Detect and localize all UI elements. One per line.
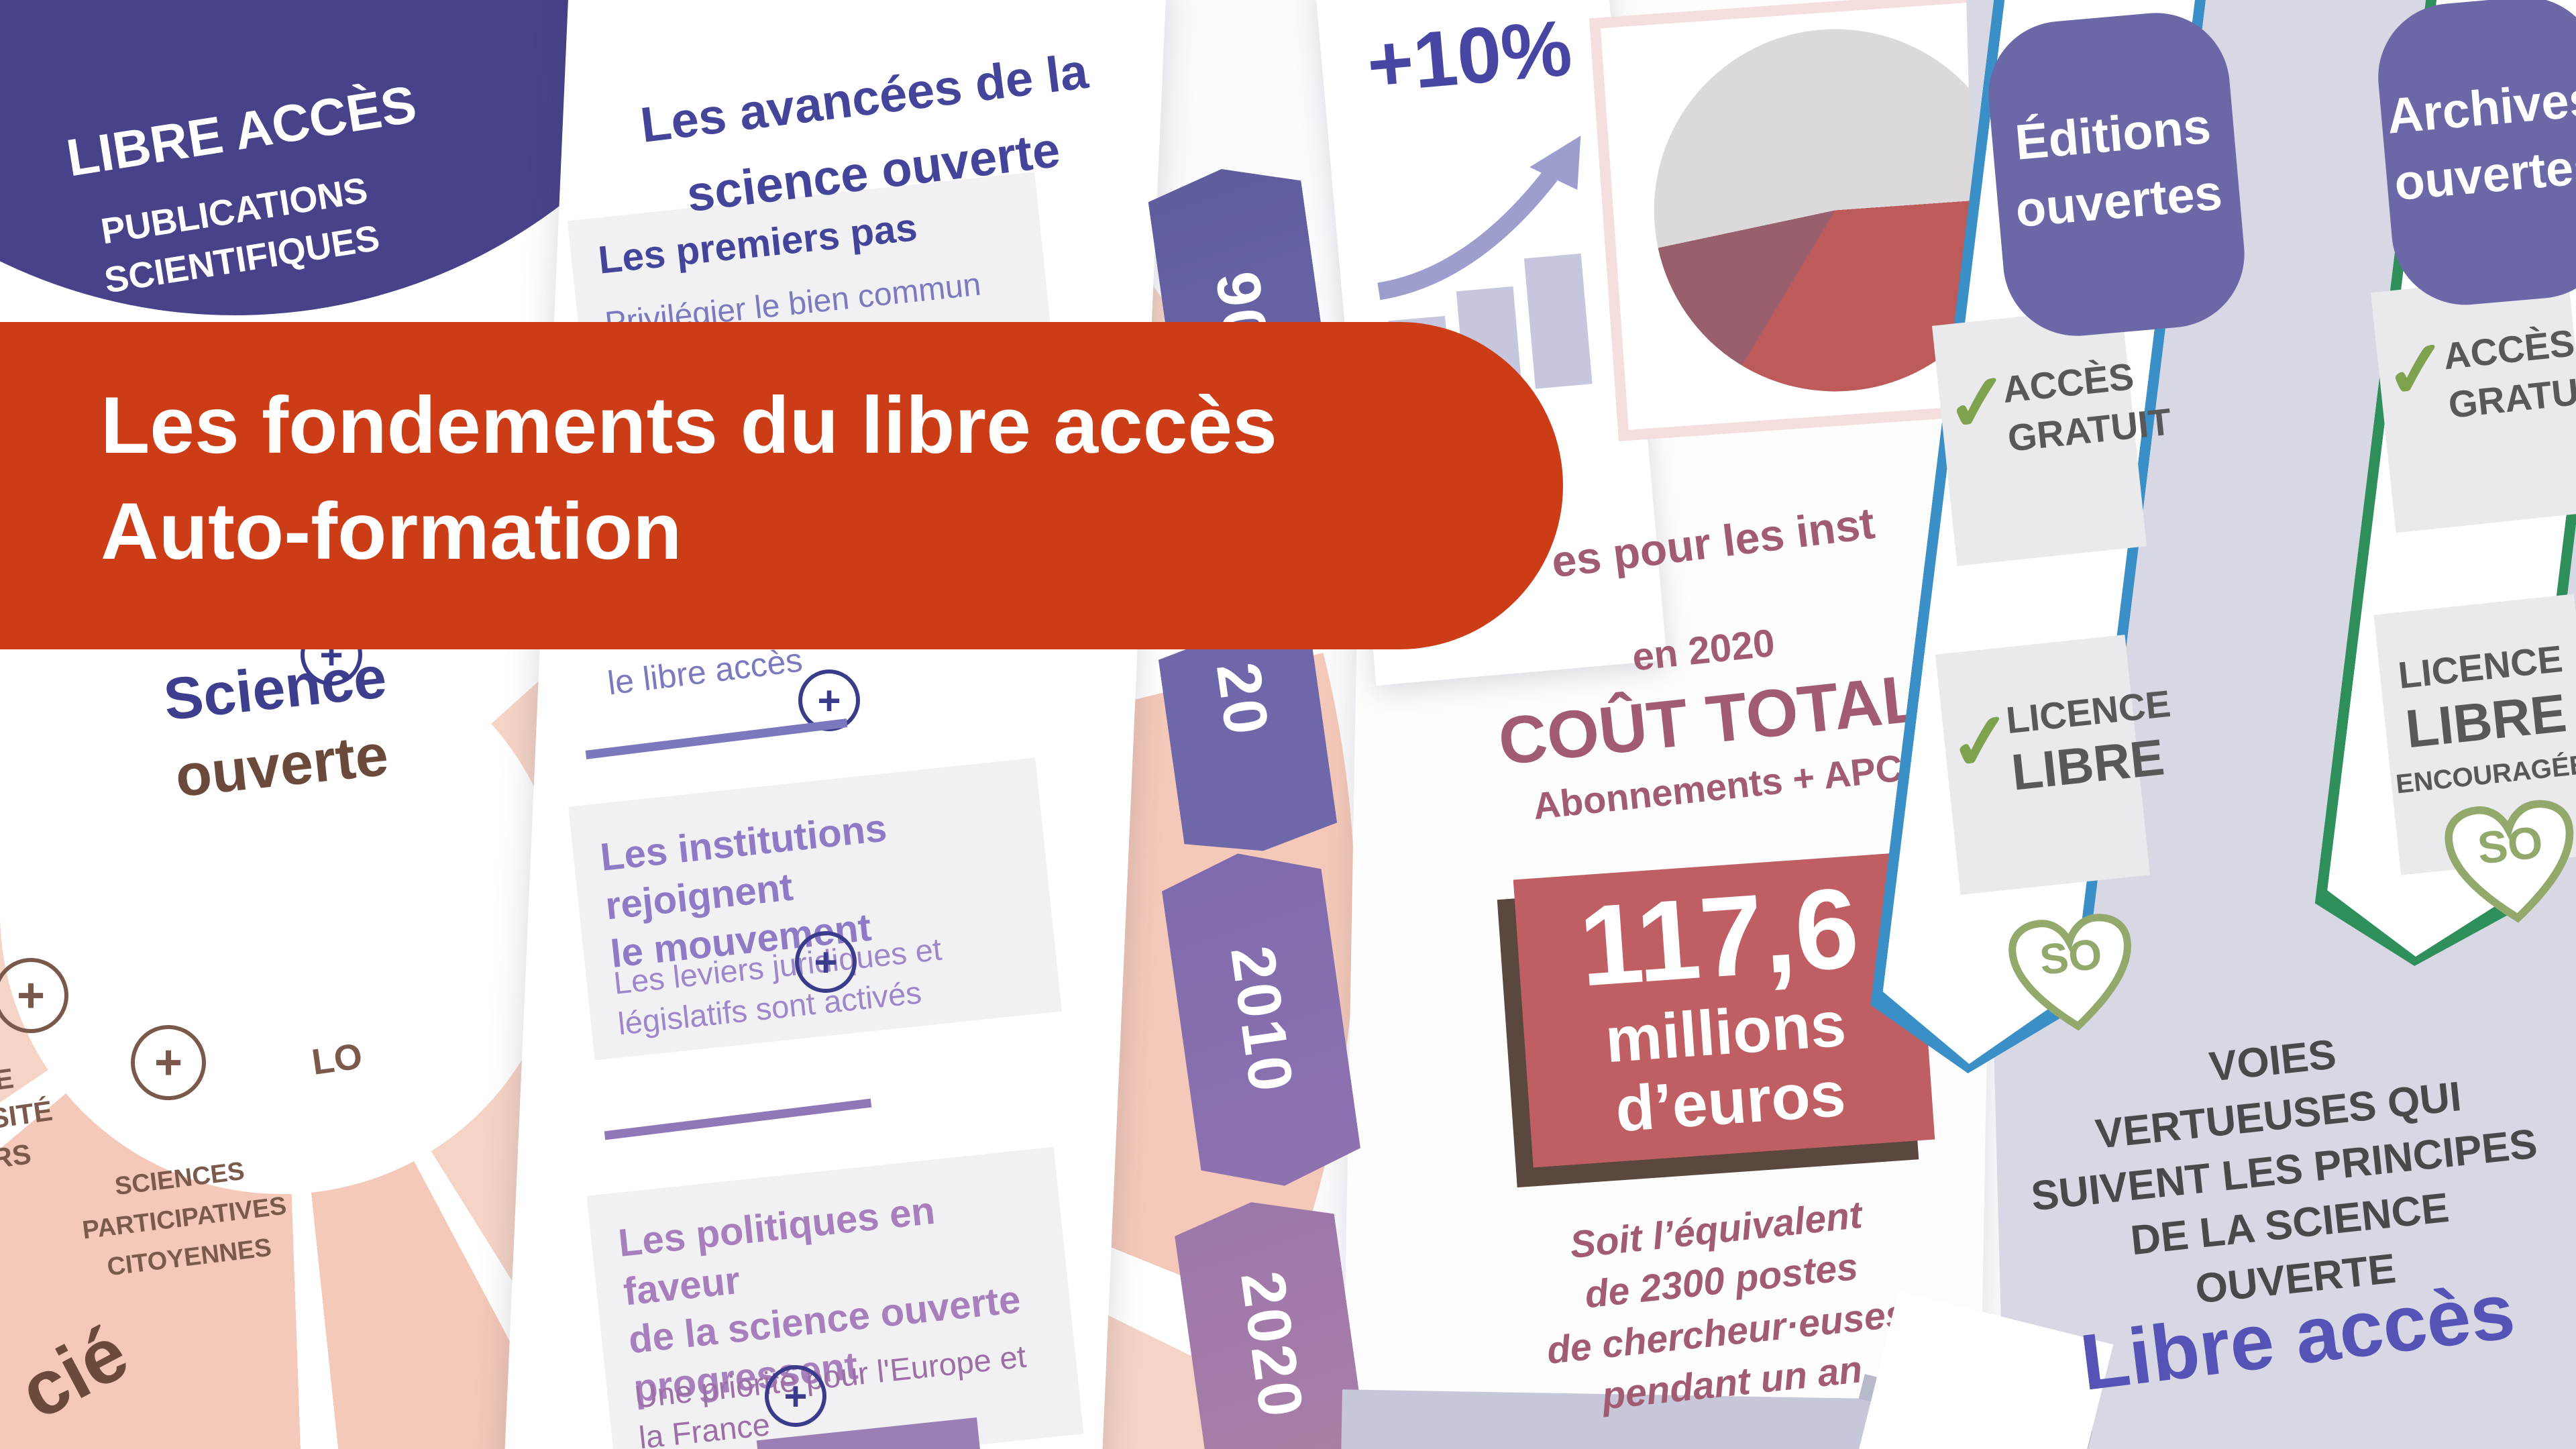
- svg-text:SO: SO: [2037, 930, 2104, 984]
- archives-ouvertes-bubble: Archives ouvertes: [2372, 0, 2576, 311]
- amount-value: 117,6: [1575, 863, 1863, 1011]
- editions-acces-gratuit-row: ✓ ACCÈS GRATUIT: [1931, 306, 2174, 566]
- heart-so-icon: SO: [2008, 914, 2131, 1031]
- plus-icon[interactable]: +: [0, 958, 68, 1033]
- timeline-bar-2020: 2020: [1171, 1191, 1371, 1449]
- archives-acces-gratuit-row: ✓ ACCÈS GRATUIT: [2370, 272, 2576, 533]
- wedge-label-partial-lo: LO: [309, 1036, 365, 1083]
- title-banner: Les fondements du libre accès Auto-forma…: [0, 322, 1563, 649]
- growth-value: +10%: [1363, 3, 1576, 110]
- plus-icon[interactable]: +: [795, 931, 857, 993]
- svg-text:SO: SO: [2475, 817, 2545, 874]
- editions-ouvertes-bubble: Éditions ouvertes: [1982, 7, 2251, 342]
- heart-so-icon: SO: [2445, 800, 2574, 923]
- editions-licence-libre-row: ✓ LICENCE LIBRE: [1935, 635, 2173, 895]
- page-title: Les fondements du libre accès Auto-forma…: [101, 380, 1277, 577]
- timeline-section-institutions: Les institutions rejoignent le mouvement…: [568, 757, 1062, 1061]
- plus-icon[interactable]: +: [798, 669, 860, 731]
- plus-icon[interactable]: +: [131, 1025, 206, 1100]
- amount-box: 117,6 millions d’euros: [1513, 851, 1935, 1168]
- timeline-section-politiques: Les politiques en faveur de la science o…: [586, 1146, 1084, 1449]
- wheel-center-circle: [0, 631, 564, 1194]
- plus-icon[interactable]: +: [765, 1365, 826, 1427]
- timeline-bar-2000: 20: [1156, 621, 1340, 862]
- wedge-label-partial-3: RS: [0, 1138, 34, 1175]
